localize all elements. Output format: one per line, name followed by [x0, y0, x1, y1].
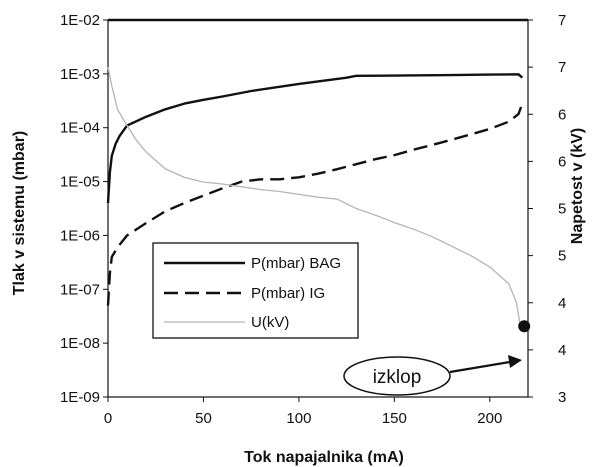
x-tick-label: 100: [286, 410, 311, 427]
y-right-tick-label: 4: [558, 342, 566, 359]
y-right-tick-label: 3: [558, 389, 566, 406]
y-right-tick-label: 6: [558, 153, 566, 170]
x-axis-title: Tok napajalnika (mA): [244, 449, 404, 466]
y-left-axis-title: Tlak v sistemu (mbar): [11, 131, 28, 296]
y-left-tick-label: 1E-04: [60, 120, 100, 137]
x-tick-label: 0: [104, 410, 112, 427]
y-right-axis-title: Napetost v (kV): [569, 128, 586, 244]
y-right-tick-label: 6: [558, 106, 566, 123]
legend-label-bag: P(mbar) BAG: [251, 255, 341, 272]
annotation-marker: [518, 320, 531, 333]
y-right-tick-label: 5: [558, 201, 566, 218]
x-tick-label: 150: [382, 410, 407, 427]
y-right-tick-label: 4: [558, 295, 566, 312]
y-right-tick-label: 5: [558, 248, 566, 265]
annotation-text: izklop: [373, 367, 422, 388]
annotation-arrow: [449, 360, 511, 374]
y-left-tick-label: 1E-05: [60, 174, 100, 191]
y-left-tick-label: 1E-09: [60, 389, 100, 406]
x-tick-label: 50: [195, 410, 212, 427]
series-line-p-bag: [106, 73, 524, 204]
series-line-p-ig: [106, 103, 524, 306]
y-left-tick-label: 1E-08: [60, 335, 100, 352]
series-line-u: [107, 66, 522, 327]
series-layer: [106, 66, 524, 327]
tick-layer: 0 50 100 150 200 1E-09 1E-08 1E-07 1E-06 1E-05 1E-…: [60, 12, 566, 427]
y-left-tick-label: 1E-07: [60, 281, 100, 298]
legend-label-u: U(kV): [251, 314, 289, 331]
annotation-arrowhead: [508, 355, 522, 368]
y-left-tick-label: 1E-06: [60, 227, 100, 244]
y-left-tick-label: 1E-03: [60, 66, 100, 83]
x-tick-label: 200: [477, 410, 502, 427]
legend-label-ig: P(mbar) IG: [251, 285, 325, 302]
annotation: izklop: [343, 320, 531, 396]
y-left-tick-label: 1E-02: [60, 12, 100, 29]
y-right-tick-label: 7: [558, 12, 566, 29]
legend: P(mbar) BAG P(mbar) IG U(kV): [152, 242, 359, 339]
annotation-bubble: [343, 356, 451, 396]
y-right-tick-label: 7: [558, 59, 566, 76]
